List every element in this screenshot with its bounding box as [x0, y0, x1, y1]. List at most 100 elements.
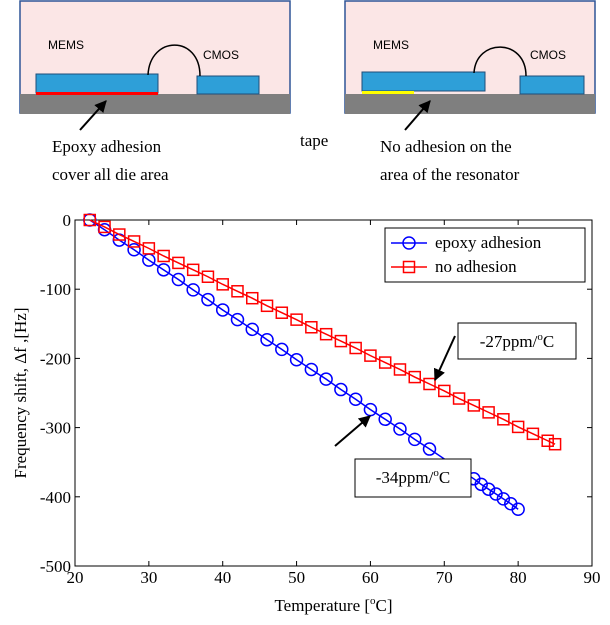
series-line [89, 219, 519, 510]
annotation-box [457, 322, 577, 360]
data-point [201, 292, 215, 307]
data-point [422, 442, 437, 456]
data-point [319, 327, 333, 341]
legend-marker [402, 260, 416, 274]
data-point [348, 392, 363, 406]
annotation: -34ppm/oC [376, 467, 450, 487]
data-point [489, 487, 503, 501]
label: MEMS [48, 38, 84, 52]
data-point [305, 321, 318, 334]
y-tick-label: -300 [40, 419, 71, 438]
data-point [127, 243, 141, 257]
data-point [408, 370, 421, 384]
data-point [83, 213, 97, 227]
data-point [113, 228, 126, 241]
data-point [349, 341, 362, 355]
epoxy [36, 92, 158, 95]
label: CMOS [530, 48, 566, 62]
data-point [127, 235, 141, 248]
bond-wire [147, 44, 201, 77]
data-point [289, 353, 304, 367]
substrate [20, 94, 290, 114]
text: -27ppm/ [480, 332, 538, 351]
label: MEMS [373, 38, 409, 52]
chart: 20 30 40 50 60 70 80 90 0 -100 -200 -300 -400 -500 Tem… [11, 211, 601, 615]
data-point [378, 412, 392, 427]
legend [384, 227, 586, 283]
text: C [543, 332, 554, 351]
data-point [378, 356, 392, 369]
mems-die [361, 71, 486, 92]
annotation-arrow [434, 335, 456, 382]
cmos-die [196, 75, 260, 95]
data-point [260, 332, 274, 347]
y-tick-label: -200 [40, 349, 71, 368]
data-point [156, 263, 171, 277]
data-point [452, 392, 466, 405]
x-tick-label: 70 [436, 568, 453, 587]
y-tick-label: 0 [63, 211, 72, 230]
text: Temperature [ [274, 596, 370, 615]
y-tick-label: -400 [40, 488, 71, 507]
data-point [393, 422, 407, 436]
text: C [439, 468, 450, 487]
x-tick-label: 80 [510, 568, 527, 587]
data-point [438, 384, 451, 398]
tape [362, 91, 414, 94]
bond-wire [473, 46, 527, 77]
x-tick-label: 30 [140, 568, 157, 587]
right-diagram: MEMS CMOS tape No adhesion on the area o… [300, 0, 596, 184]
data-point [172, 256, 185, 270]
x-tick-label: 20 [67, 568, 84, 587]
data-point [260, 299, 274, 313]
data-point [171, 272, 186, 287]
data-point [526, 427, 540, 441]
data-point [548, 437, 562, 451]
data-point [231, 285, 244, 298]
text: -34ppm/ [376, 468, 434, 487]
x-tick-label: 50 [288, 568, 305, 587]
cmos-die [519, 75, 585, 95]
data-point [246, 291, 259, 305]
mems-die [35, 73, 159, 94]
data-point [511, 420, 525, 434]
data-point [496, 492, 511, 506]
annotation-arrow [334, 415, 371, 447]
data-point [497, 413, 510, 426]
x-tick-label: 60 [362, 568, 379, 587]
data-point [215, 303, 230, 317]
data-point [157, 249, 170, 263]
arrow [79, 100, 107, 131]
data-point [275, 306, 289, 319]
caption: area of the resonator [380, 165, 520, 184]
data-point [304, 362, 319, 377]
data-point [481, 482, 496, 496]
y-tick-label: -500 [40, 557, 71, 576]
data-point [319, 372, 333, 386]
substrate [345, 94, 595, 114]
caption: No adhesion on the [380, 137, 512, 156]
data-point [474, 477, 488, 492]
data-point [541, 434, 554, 447]
label: tape [300, 131, 328, 150]
x-tick-label: 40 [214, 568, 231, 587]
superscript: o [537, 331, 543, 343]
legend-label: epoxy adhesion [435, 233, 542, 252]
caption: cover all die area [52, 165, 169, 184]
y-tick-label: -100 [40, 280, 71, 299]
data-point [142, 242, 156, 255]
data-point [216, 278, 229, 291]
data-point [467, 399, 481, 412]
superscript: o [370, 595, 376, 607]
data-point [482, 406, 495, 419]
arrow [404, 100, 431, 131]
data-point [186, 263, 200, 277]
annotation-box [354, 458, 472, 498]
legend-marker [402, 236, 416, 250]
data-point [423, 377, 436, 391]
data-point [230, 312, 245, 327]
caption: Epoxy adhesion [52, 137, 162, 156]
data-point [407, 432, 422, 447]
data-point [290, 313, 303, 326]
